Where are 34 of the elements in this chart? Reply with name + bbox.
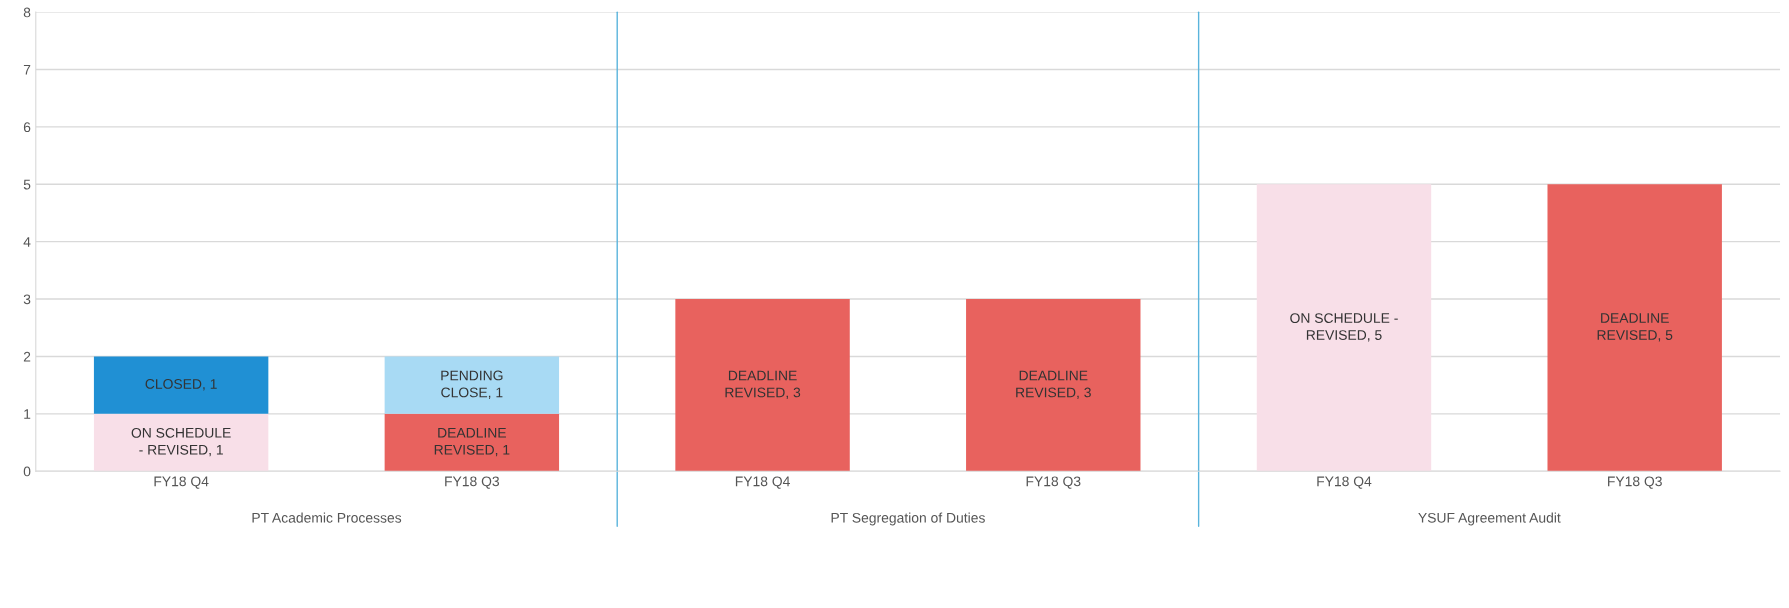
- data-label: CLOSED, 1: [145, 379, 217, 391]
- bar: [675, 299, 850, 472]
- y-tick-label: 5: [23, 179, 31, 190]
- data-label: ON SCHEDULE - REVISED, 5: [1290, 313, 1398, 342]
- data-label: DEADLINE REVISED, 5: [1597, 313, 1673, 342]
- x-tick-label: FY18 Q3: [445, 476, 500, 489]
- y-tick-label: 8: [23, 7, 31, 18]
- y-tick-label: 1: [24, 409, 31, 419]
- bar: [1256, 184, 1432, 472]
- data-label: DEADLINE REVISED, 3: [1016, 370, 1091, 399]
- x-tick-label: FY18 Q4: [154, 476, 209, 489]
- y-tick-label: 6: [23, 122, 31, 133]
- data-label: PENDING CLOSE, 1: [441, 370, 503, 399]
- y-tick-label: 7: [23, 65, 31, 75]
- bar: [384, 356, 560, 414]
- y-tick-label: 2: [23, 351, 31, 362]
- bar: [966, 299, 1141, 472]
- y-tick-label: 0: [23, 466, 31, 477]
- y-tick-label: 4: [23, 237, 31, 247]
- bar: [93, 413, 269, 472]
- text: PT Segregation of Duties: [831, 512, 985, 526]
- bar: [1547, 184, 1722, 472]
- x-tick-label: FY18 Q3: [1026, 476, 1081, 489]
- data-label: DEADLINE REVISED, 3: [725, 370, 801, 399]
- bar: [93, 356, 269, 414]
- data-label: ON SCHEDULE - REVISED, 1: [131, 427, 231, 457]
- text: PT Academic Processes: [252, 512, 402, 523]
- x-tick-label: FY18 Q3: [1608, 476, 1662, 489]
- x-tick-label: FY18 Q4: [735, 476, 790, 489]
- text: YSUF Agreement Audit: [1418, 512, 1561, 526]
- y-tick-label: 3: [23, 294, 31, 305]
- bar: [384, 413, 560, 472]
- x-tick-label: FY18 Q4: [1317, 476, 1372, 489]
- data-label: DEADLINE REVISED, 1: [434, 428, 510, 457]
